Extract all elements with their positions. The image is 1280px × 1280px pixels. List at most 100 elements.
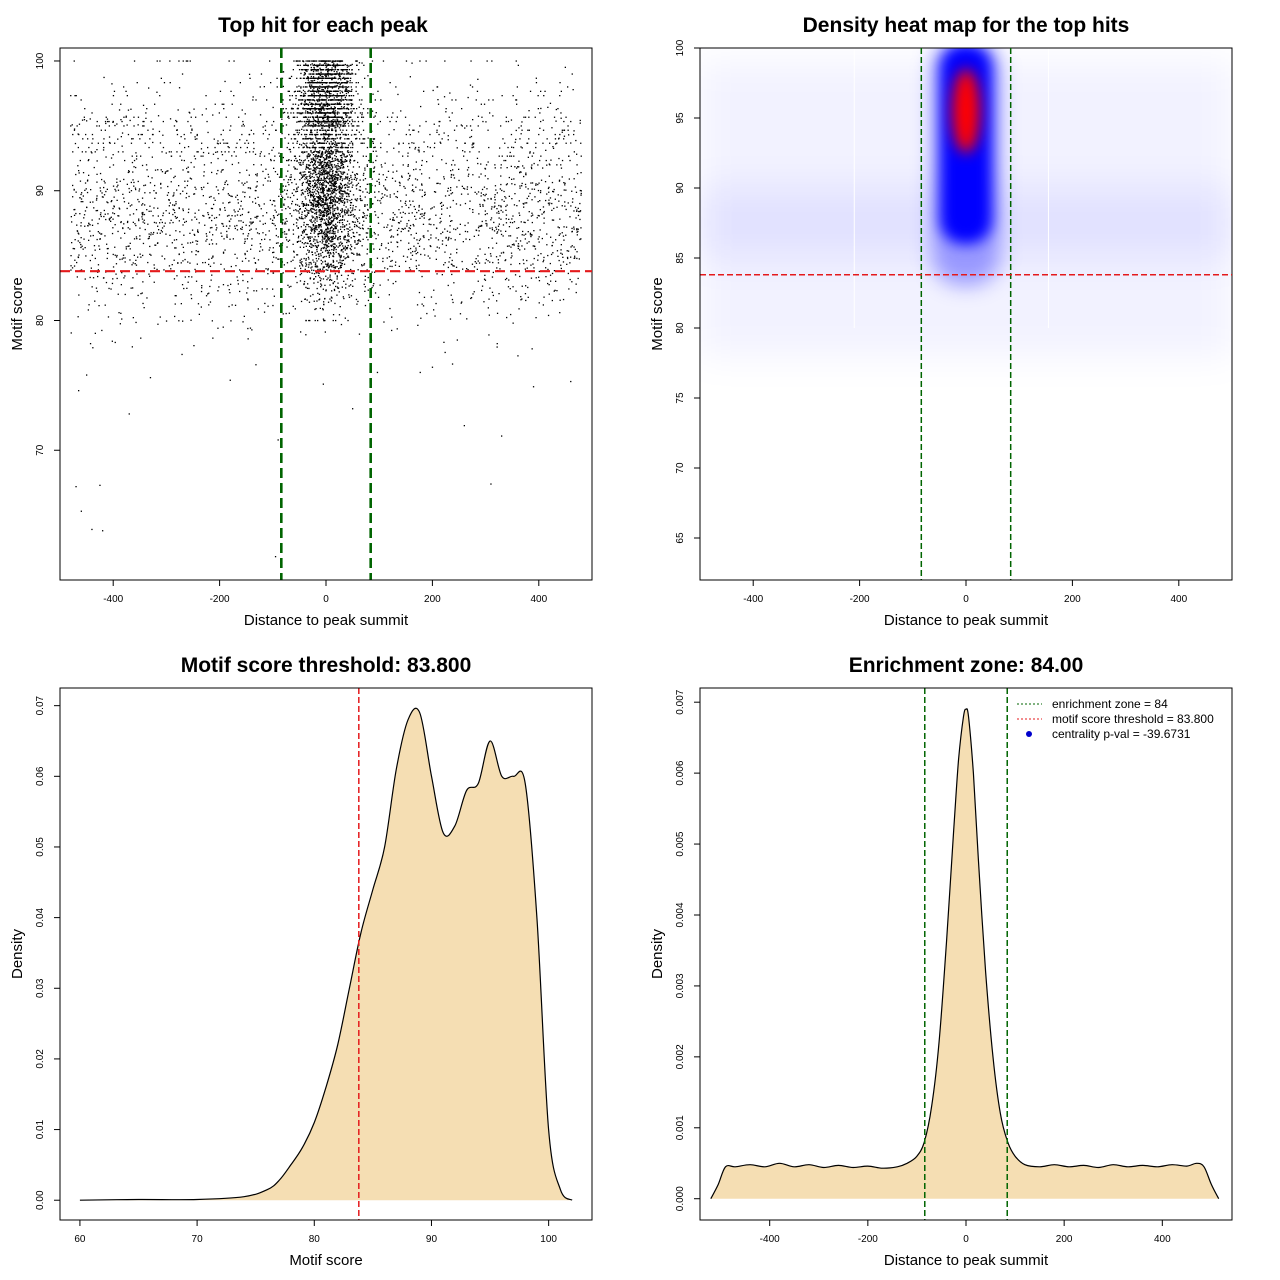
scatter-point bbox=[201, 188, 203, 191]
scatter-point bbox=[481, 285, 484, 287]
scatter-point bbox=[418, 151, 420, 153]
scatter-point bbox=[137, 124, 139, 126]
scatter-point bbox=[329, 164, 331, 166]
scatter-point bbox=[224, 80, 226, 83]
scatter-point bbox=[153, 267, 156, 269]
scatter-point bbox=[319, 229, 322, 231]
scatter-point bbox=[398, 142, 400, 144]
scatter-point bbox=[324, 60, 327, 62]
scatter-point bbox=[359, 112, 362, 114]
scatter-point bbox=[103, 76, 105, 79]
scatter-point bbox=[344, 214, 346, 216]
scatter-point bbox=[302, 163, 304, 165]
scatter-point bbox=[162, 214, 164, 217]
scatter-point bbox=[466, 231, 469, 233]
scatter-point bbox=[362, 116, 365, 118]
scatter-point bbox=[467, 222, 469, 224]
scatter-point bbox=[230, 90, 232, 92]
scatter-point bbox=[392, 164, 394, 166]
scatter-point bbox=[407, 179, 409, 181]
scatter-point bbox=[356, 225, 358, 228]
scatter-point bbox=[310, 202, 312, 204]
scatter-point bbox=[112, 154, 114, 156]
scatter-point bbox=[346, 241, 348, 244]
scatter-point bbox=[416, 304, 419, 306]
scatter-point bbox=[546, 193, 548, 195]
scatter-point bbox=[283, 189, 286, 191]
scatter-point bbox=[516, 86, 518, 88]
scatter-point bbox=[319, 198, 321, 200]
scatter-point bbox=[536, 217, 538, 219]
scatter-point bbox=[311, 254, 314, 256]
scatter-point bbox=[332, 77, 334, 79]
scatter-point bbox=[363, 212, 365, 215]
scatter-point bbox=[326, 189, 328, 191]
scatter-point bbox=[439, 183, 441, 185]
scatter-point bbox=[343, 247, 345, 249]
scatter-point bbox=[138, 190, 140, 192]
scatter-point bbox=[563, 135, 566, 137]
scatter-point bbox=[99, 190, 102, 192]
scatter-point bbox=[316, 216, 319, 218]
scatter-point bbox=[343, 238, 345, 240]
scatter-point bbox=[175, 203, 177, 205]
scatter-point bbox=[99, 248, 101, 250]
scatter-point bbox=[553, 188, 555, 191]
scatter-point bbox=[336, 102, 338, 104]
scatter-point bbox=[456, 147, 458, 149]
scatter-point bbox=[343, 263, 346, 265]
scatter-point bbox=[450, 173, 453, 176]
scatter-point bbox=[394, 264, 397, 266]
scatter-point bbox=[437, 182, 439, 184]
scatter-point bbox=[327, 75, 330, 77]
scatter-point bbox=[522, 202, 524, 205]
scatter-point bbox=[302, 238, 304, 240]
scatter-point bbox=[249, 196, 251, 198]
scatter-point bbox=[505, 197, 507, 199]
scatter-point bbox=[347, 255, 349, 257]
scatter-point bbox=[142, 125, 144, 127]
scatter-point bbox=[322, 240, 324, 243]
scatter-point bbox=[518, 245, 520, 247]
scatter-point bbox=[505, 116, 507, 118]
scatter-point bbox=[484, 262, 486, 264]
scatter-point bbox=[542, 129, 545, 131]
scatter-point bbox=[326, 203, 328, 205]
scatter-point bbox=[352, 125, 354, 127]
scatter-point bbox=[400, 110, 402, 112]
scatter-point bbox=[558, 200, 560, 202]
scatter-point bbox=[327, 265, 329, 267]
scatter-point bbox=[478, 176, 480, 178]
scatter-point bbox=[550, 159, 552, 161]
scatter-point bbox=[345, 206, 347, 208]
scatter-point bbox=[574, 257, 576, 259]
scatter-point bbox=[448, 116, 450, 118]
scatter-point bbox=[277, 258, 279, 260]
scatter-point bbox=[330, 222, 333, 224]
scatter-point bbox=[331, 74, 333, 76]
scatter-point bbox=[358, 240, 360, 242]
scatter-point bbox=[367, 112, 369, 114]
scatter-point bbox=[406, 225, 408, 227]
scatter-point bbox=[247, 187, 249, 189]
scatter-point bbox=[300, 95, 303, 97]
scatter-point bbox=[492, 261, 494, 264]
scatter-point bbox=[336, 116, 339, 118]
scatter-point bbox=[249, 77, 251, 79]
scatter-point bbox=[130, 287, 132, 289]
scatter-point bbox=[352, 73, 354, 75]
scatter-point bbox=[478, 151, 480, 153]
scatter-point bbox=[70, 95, 72, 97]
scatter-point bbox=[338, 127, 341, 129]
scatter-point bbox=[89, 259, 91, 262]
scatter-point bbox=[77, 146, 79, 149]
scatter-point bbox=[133, 185, 135, 187]
scatter-point bbox=[325, 125, 328, 127]
scatter-point bbox=[423, 213, 426, 215]
scatter-point bbox=[356, 173, 358, 175]
scatter-point bbox=[326, 158, 328, 160]
scatter-point bbox=[216, 151, 219, 153]
scatter-point bbox=[382, 260, 384, 263]
scatter-point bbox=[511, 218, 513, 220]
scatter-point bbox=[315, 146, 317, 149]
